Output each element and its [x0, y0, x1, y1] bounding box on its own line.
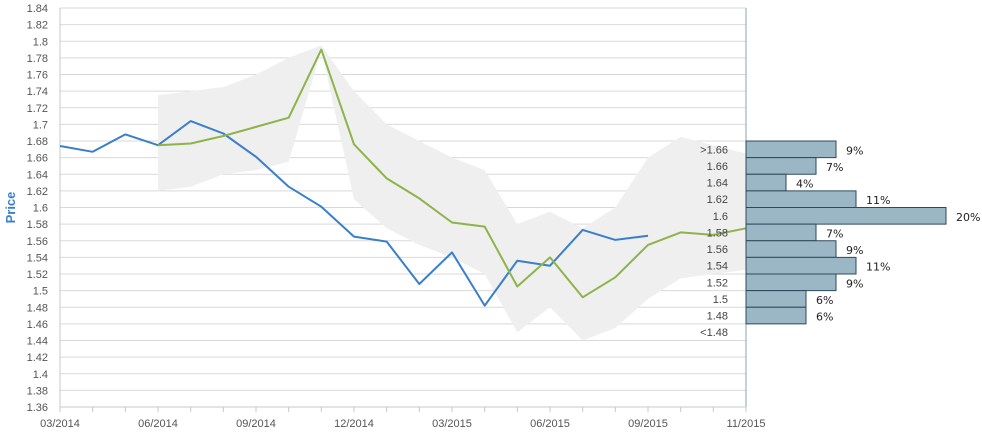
- y-axis-title: Price: [3, 192, 18, 224]
- distribution-histogram: >1.66 9% 1.66 7% 1.64 4% 1.62 11% 1.6 20% 1.58 7% 1.…: [700, 140, 980, 339]
- histogram-bar: [745, 256, 857, 275]
- histogram-bin-label: 1.58: [707, 227, 728, 239]
- y-tick-labels: 1.36 1.38 1.4 1.42 1.44 1.46 1.48 1.5 1.52 1.54 1.…: [27, 3, 48, 414]
- y-tick-label: 1.56: [27, 236, 48, 248]
- x-tick-label: 12/2014: [334, 418, 374, 430]
- x-tick-label: 06/2015: [530, 418, 570, 430]
- histogram-percent-label: 7%: [826, 227, 843, 240]
- histogram-percent-label: 9%: [846, 144, 863, 157]
- histogram-percent-label: 4%: [796, 178, 813, 191]
- histogram-bar: [745, 173, 787, 192]
- y-tick-label: 1.52: [27, 269, 48, 281]
- histogram-bin-label: 1.66: [707, 161, 728, 173]
- x-tick-label: 11/2015: [727, 418, 766, 430]
- x-tick-label: 09/2014: [236, 418, 276, 430]
- histogram-bar: [745, 306, 807, 325]
- histogram-percent-label: 11%: [866, 194, 890, 207]
- histogram-bin-label: 1.54: [707, 261, 728, 273]
- y-tick-label: 1.84: [27, 3, 48, 15]
- histogram-bin-label: 1.48: [707, 311, 728, 323]
- histogram-percent-label: 6%: [816, 294, 833, 307]
- histogram-percent-label: 9%: [846, 277, 863, 290]
- y-tick-label: 1.82: [27, 20, 48, 32]
- histogram-bar: [745, 240, 837, 258]
- histogram-bin-label: 1.62: [707, 194, 728, 206]
- histogram-bar: [745, 223, 817, 242]
- histogram-bin-label: 1.56: [707, 244, 728, 256]
- histogram-bin-label: 1.52: [707, 277, 728, 289]
- y-tick-label: 1.64: [27, 169, 48, 181]
- x-tick-label: 03/2014: [40, 418, 80, 430]
- histogram-percent-label: 20%: [956, 211, 980, 224]
- y-tick-label: 1.6: [33, 203, 48, 215]
- series-line-forecast: [157, 48, 747, 299]
- y-tick-label: 1.42: [27, 352, 48, 364]
- y-tick-label: 1.48: [27, 302, 48, 314]
- y-tick-label: 1.58: [27, 219, 48, 231]
- y-tick-label: 1.8: [33, 36, 48, 48]
- y-tick-label: 1.7: [33, 119, 48, 131]
- histogram-bar: [745, 190, 857, 208]
- histogram-bin-label: 1.6: [713, 211, 728, 223]
- y-tick-label: 1.68: [27, 136, 48, 148]
- y-tick-label: 1.38: [27, 385, 48, 397]
- x-tick-label: 03/2015: [432, 418, 472, 430]
- y-tick-label: 1.66: [27, 153, 48, 165]
- histogram-bar: [745, 290, 807, 308]
- y-tick-label: 1.76: [27, 70, 48, 82]
- y-tick-label: 1.5: [33, 286, 48, 298]
- y-tick-label: 1.4: [33, 369, 48, 381]
- y-tick-label: 1.74: [27, 86, 48, 98]
- histogram-percent-label: 7%: [826, 161, 843, 174]
- histogram-bin-label: >1.66: [700, 144, 728, 156]
- y-tick-label: 1.72: [27, 103, 48, 115]
- y-tick-label: 1.54: [27, 252, 48, 264]
- y-tick-label: 1.78: [27, 53, 48, 65]
- histogram-bar: [745, 207, 947, 225]
- histogram-bin-label: 1.64: [707, 178, 728, 190]
- histogram-bar: [745, 157, 817, 175]
- histogram-bar: [745, 273, 837, 292]
- x-tick-label: 09/2015: [628, 418, 668, 430]
- x-tick-label: 06/2014: [138, 418, 178, 430]
- x-axis: 03/2014 06/2014 09/2014 12/2014 03/2015 06/20…: [40, 407, 765, 430]
- confidence-band: [158, 45, 746, 341]
- histogram-percent-label: 11%: [866, 261, 890, 274]
- histogram-percent-label: 6%: [816, 311, 833, 324]
- histogram-percent-label: 9%: [846, 244, 863, 257]
- histogram-bin-label: 1.5: [713, 294, 728, 306]
- y-tick-label: 1.44: [27, 336, 48, 348]
- y-tick-label: 1.46: [27, 319, 48, 331]
- y-tick-label: 1.36: [27, 402, 48, 414]
- histogram-bar: [745, 140, 837, 159]
- y-tick-label: 1.62: [27, 186, 48, 198]
- histogram-bin-label: <1.48: [700, 327, 728, 339]
